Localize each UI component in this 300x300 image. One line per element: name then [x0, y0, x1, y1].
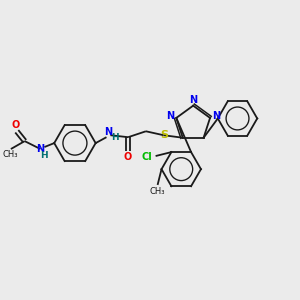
Text: CH₃: CH₃: [2, 150, 18, 159]
Text: H: H: [112, 133, 119, 142]
Text: N: N: [189, 95, 197, 105]
Text: O: O: [123, 152, 131, 162]
Text: N: N: [212, 111, 220, 121]
Text: N: N: [166, 111, 175, 121]
Text: Cl: Cl: [141, 152, 152, 162]
Text: N: N: [104, 127, 112, 137]
Text: N: N: [36, 144, 44, 154]
Text: S: S: [160, 130, 169, 140]
Text: H: H: [40, 152, 48, 160]
Text: O: O: [12, 120, 20, 130]
Text: CH₃: CH₃: [150, 187, 165, 196]
